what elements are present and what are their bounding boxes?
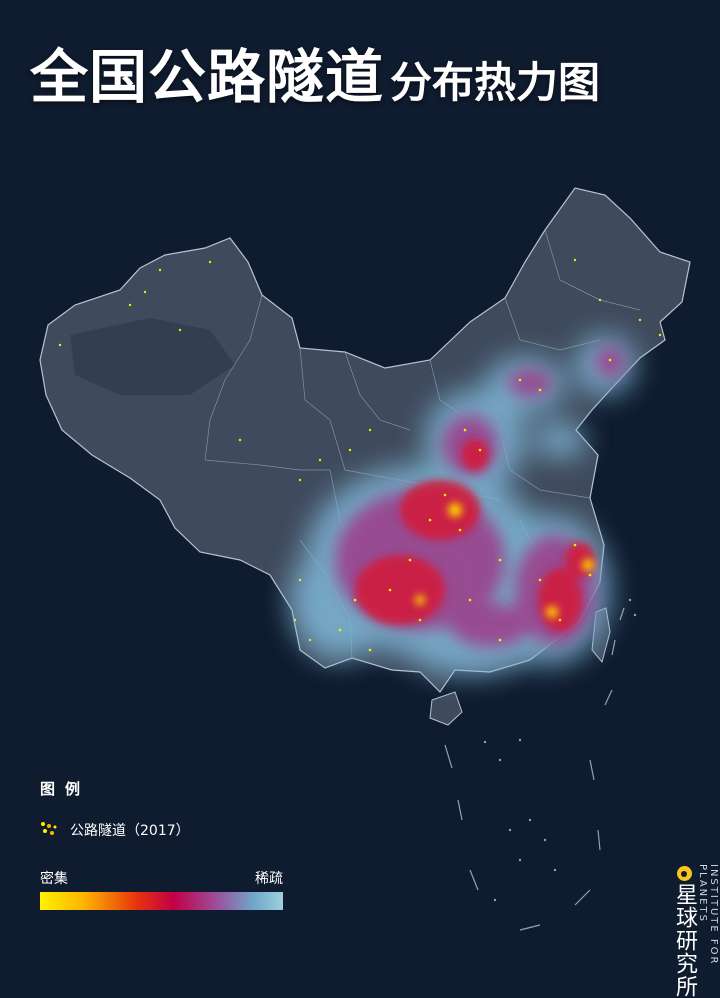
brand-name: 星球研究所	[672, 883, 697, 998]
scatter-dots-icon	[41, 822, 57, 835]
title-sub: 分布热力图	[390, 58, 601, 107]
south-sea-boundary	[444, 607, 625, 931]
hainan-island	[429, 691, 463, 726]
heatmap-hotspots	[415, 503, 594, 618]
map-title: 全国公路隧道 分布热力图	[30, 30, 601, 111]
legend-ramp-labels: 密集 稀疏	[40, 868, 283, 888]
legend-item-tunnels: 公路隧道（2017）	[40, 820, 190, 840]
south-sea-islands	[483, 598, 637, 902]
legend-color-ramp	[40, 892, 283, 910]
brand-logo: 星球研究所	[672, 864, 697, 998]
legend-item-label: 公路隧道（2017）	[70, 823, 190, 839]
tunnel-points	[58, 258, 662, 652]
tarim-basin	[70, 318, 235, 395]
ramp-dense-label: 密集	[40, 871, 68, 887]
planet-icon	[676, 866, 692, 881]
legend-heading: 图例	[40, 780, 91, 798]
brand-english: INSTITUTE FOR PLANETS	[697, 864, 719, 966]
ramp-sparse-label: 稀疏	[255, 871, 283, 887]
title-main: 全国公路隧道	[30, 43, 385, 111]
